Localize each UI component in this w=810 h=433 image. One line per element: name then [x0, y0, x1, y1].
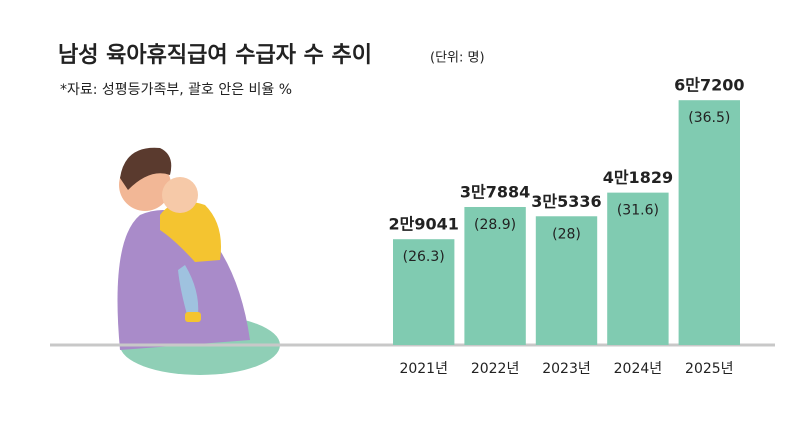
- share-label: (26.3): [403, 249, 445, 265]
- x-tick-label: 2021년: [399, 361, 448, 377]
- value-label: 2만9041: [389, 215, 459, 234]
- share-label: (36.5): [688, 110, 730, 126]
- share-label: (31.6): [617, 203, 659, 219]
- x-tick-label: 2024년: [614, 361, 663, 377]
- x-tick-label: 2023년: [542, 361, 591, 377]
- value-label: 3만7884: [460, 182, 530, 201]
- value-label: 3만5336: [531, 192, 601, 211]
- value-label: 6만7200: [674, 76, 744, 95]
- bar: [607, 192, 669, 345]
- bar: [464, 206, 526, 345]
- chart-subtitle: (단위: 명): [430, 51, 485, 66]
- illustration: [117, 147, 280, 375]
- bar: [678, 100, 741, 345]
- x-tick-label: 2022년: [471, 361, 520, 377]
- share-label: (28): [552, 226, 581, 242]
- source-note: *자료: 성평등가족부, 괄호 안은 비율 %: [60, 82, 292, 98]
- chart-title: 남성 육아휴직급여 수급자 수 추이: [58, 43, 372, 68]
- x-tick-label: 2025년: [685, 361, 734, 377]
- bar: [392, 239, 455, 345]
- share-label: (28.9): [474, 217, 516, 233]
- bar: [535, 216, 598, 345]
- value-label: 4만1829: [603, 168, 673, 187]
